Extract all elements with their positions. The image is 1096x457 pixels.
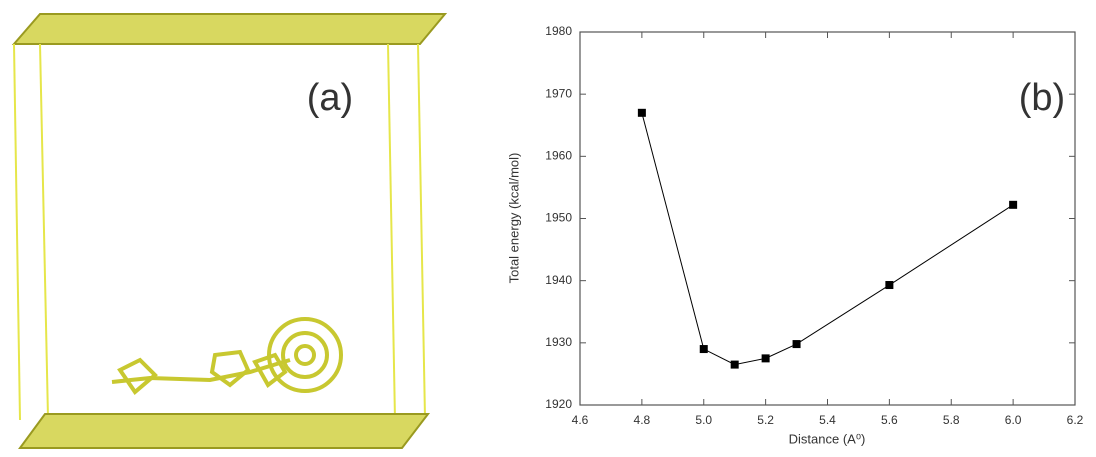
y-tick-label: 1950 <box>545 211 572 225</box>
x-tick-label: 5.0 <box>695 413 712 427</box>
box-edge <box>418 44 425 418</box>
data-point <box>885 281 893 289</box>
x-axis-label: Distance (A⁰) <box>789 431 866 446</box>
panel-label: (a) <box>307 77 353 119</box>
x-tick-label: 4.6 <box>572 413 589 427</box>
y-tick-label: 1930 <box>545 335 572 349</box>
x-tick-label: 5.4 <box>819 413 836 427</box>
data-point <box>731 361 739 369</box>
molecule <box>112 319 341 392</box>
data-point <box>700 345 708 353</box>
box-edge <box>388 44 395 420</box>
box-edge <box>40 44 48 418</box>
x-tick-label: 5.2 <box>757 413 774 427</box>
data-point <box>793 340 801 348</box>
data-line <box>642 113 1013 365</box>
panel-label: (b) <box>1019 77 1065 119</box>
figure: (a) (b) Distance (A⁰) Total energy (kcal… <box>0 0 1096 452</box>
page: (a) (b) Distance (A⁰) Total energy (kcal… <box>0 0 1096 452</box>
bottom-sheet <box>20 414 428 448</box>
x-tick-label: 5.6 <box>881 413 898 427</box>
x-tick-label: 6.0 <box>1005 413 1022 427</box>
y-tick-label: 1920 <box>545 397 572 411</box>
y-axis-label: Total energy (kcal/mol) <box>506 153 521 284</box>
plot-frame <box>580 32 1075 405</box>
x-tick-label: 4.8 <box>634 413 651 427</box>
top-sheet <box>14 14 445 44</box>
data-point <box>638 109 646 117</box>
molecule-scene: (a) <box>14 14 445 448</box>
data-point <box>1009 201 1017 209</box>
y-tick-label: 1960 <box>545 149 572 163</box>
y-tick-label: 1980 <box>545 24 572 38</box>
x-tick-label: 5.8 <box>943 413 960 427</box>
box-edge <box>14 44 20 420</box>
y-tick-label: 1940 <box>545 273 572 287</box>
data-point <box>762 354 770 362</box>
x-tick-label: 6.2 <box>1067 413 1084 427</box>
y-tick-label: 1970 <box>545 86 572 100</box>
